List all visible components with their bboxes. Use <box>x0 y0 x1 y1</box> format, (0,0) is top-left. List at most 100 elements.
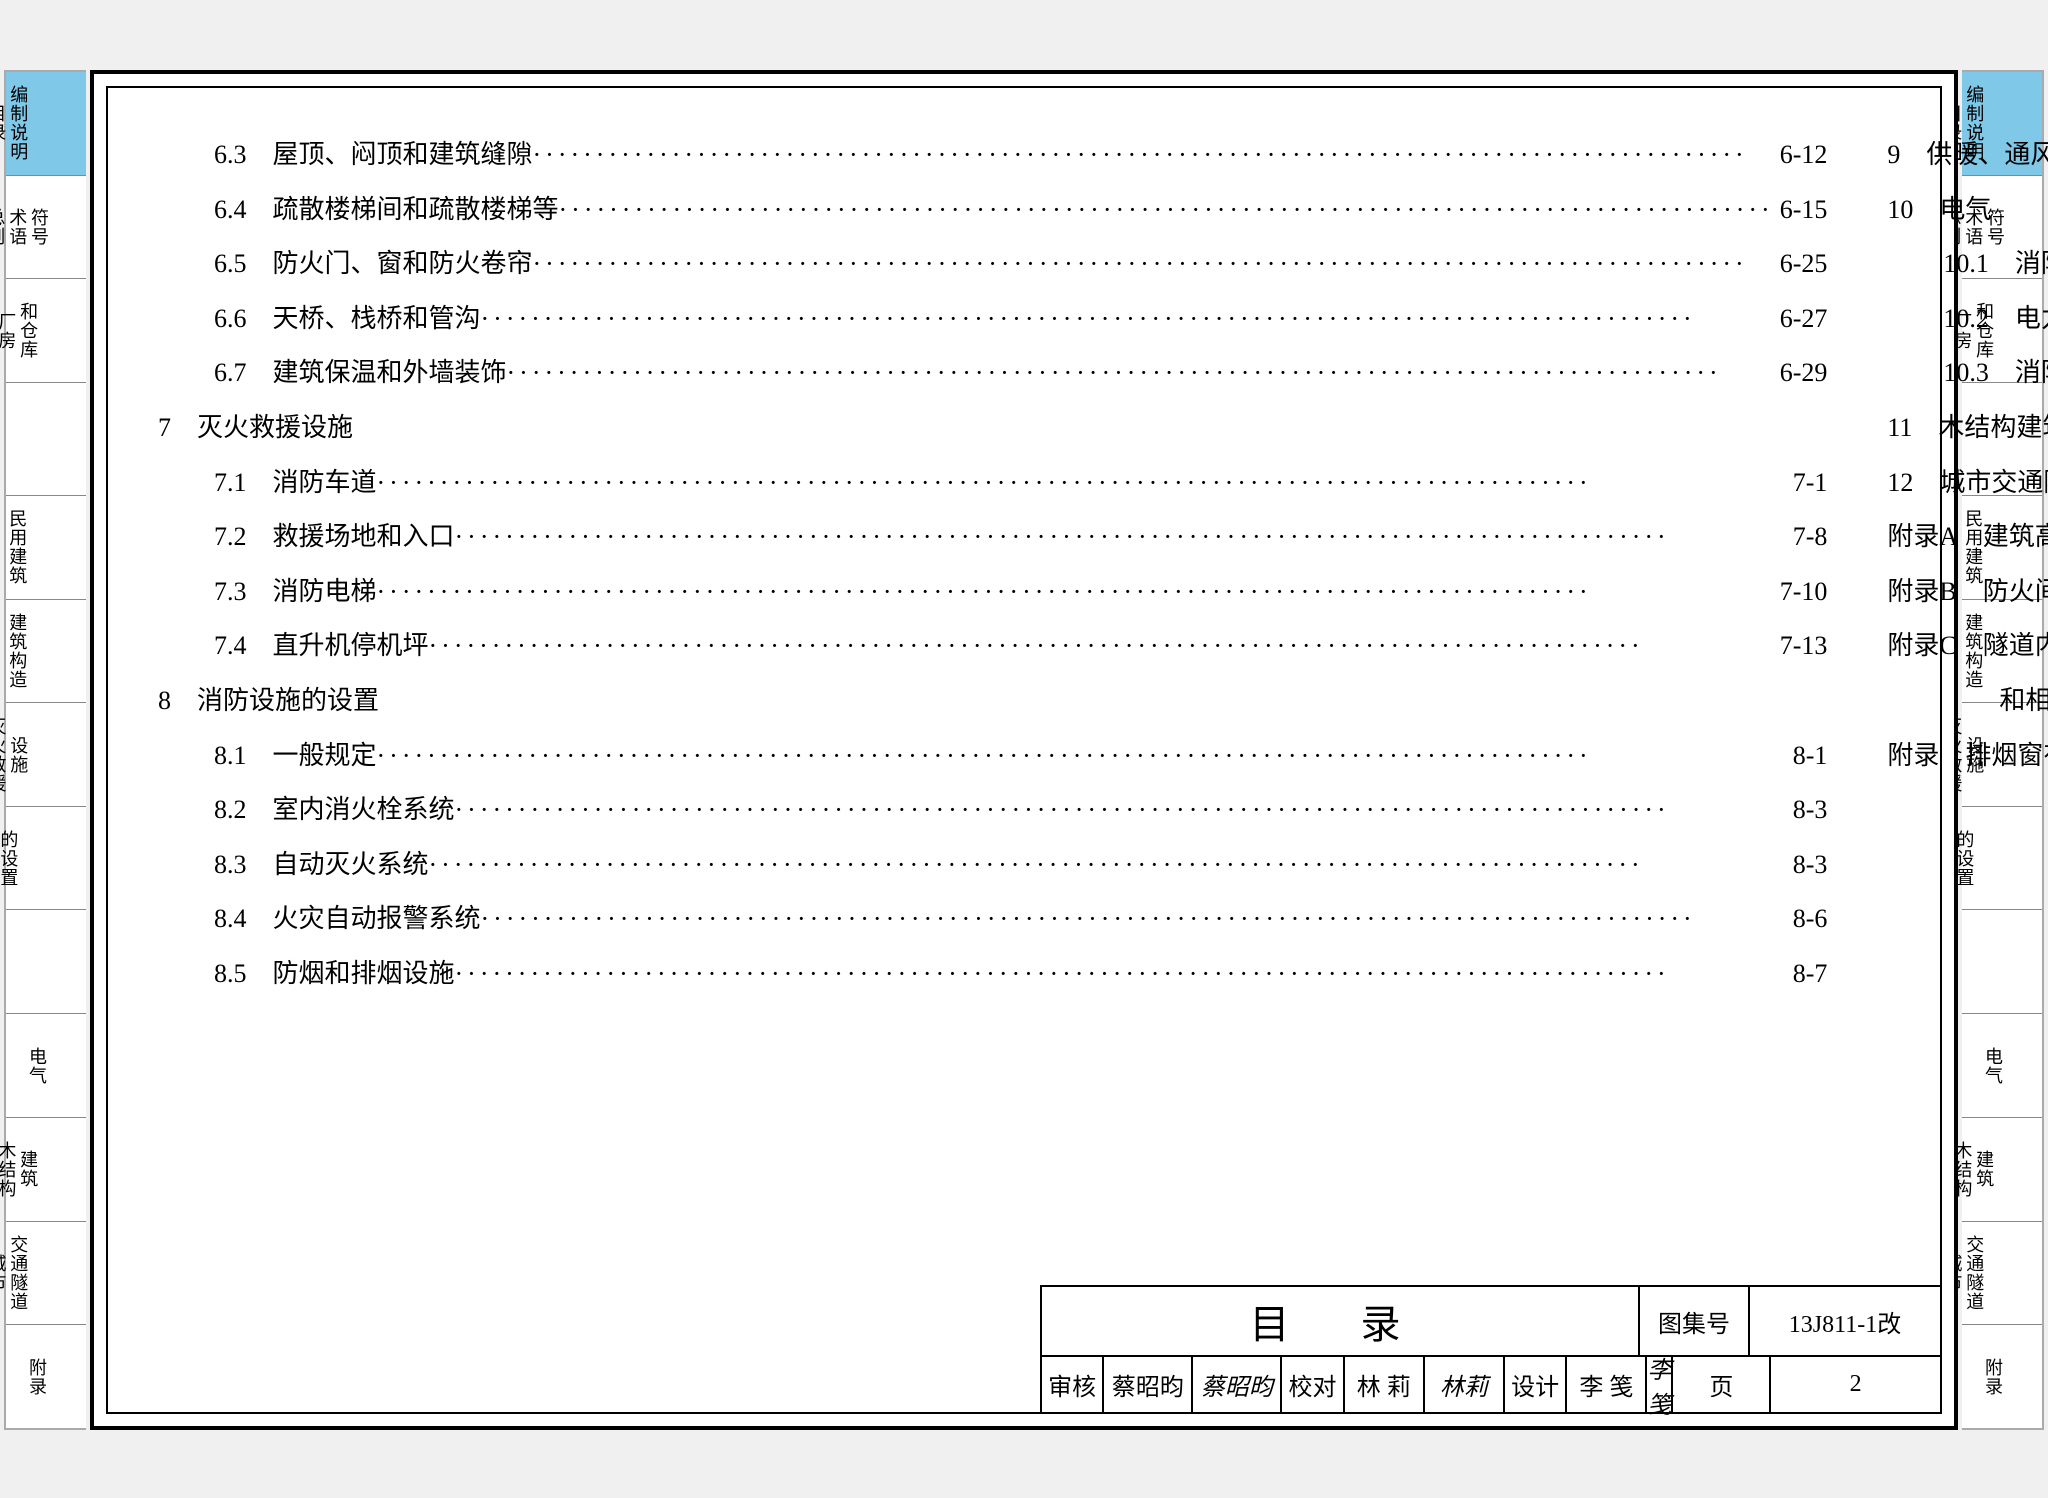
tab-label: 总则 <box>0 208 4 246</box>
toc-entry-page: 6-25 <box>1774 237 1828 292</box>
toc-content: 6.3 屋顶、闷顶和建筑缝隙 6-126.4 疏散楼梯间和疏散楼梯等6-156.5… <box>158 128 1890 1262</box>
toc-entry-page: 7-10 <box>1774 565 1828 620</box>
leader-dots <box>377 565 1774 620</box>
toc-entry-label: 附录C 隧道内承重结构的耐火极限试验升温曲线 <box>1887 619 2048 674</box>
section-tab[interactable]: 供暖、通风和空气调节 <box>6 910 86 1014</box>
toc-entry: 附录C 隧道内承重结构的耐火极限试验升温曲线 <box>1887 619 2048 674</box>
toc-entry-label: 6.7 建筑保温和外墙装饰 <box>214 346 507 401</box>
leader-dots <box>481 292 1774 347</box>
toc-entry-label: 8.1 一般规定 <box>214 729 377 784</box>
toc-entry: 6.6 天桥、栈桥和管沟 6-27 <box>158 292 1827 347</box>
atlas-label: 图集号 <box>1640 1287 1750 1357</box>
toc-entry: 7 灭火救援设施 <box>158 401 1827 456</box>
left-tab-strip: 目录编制说明总则术语符号厂房和仓库甲、乙、丙类液体气体储罐(区)和可燃材料堆场民… <box>4 70 86 1430</box>
tab-label: 符号 <box>28 208 48 246</box>
toc-entry-page: 8-7 <box>1787 947 1828 1002</box>
section-tab[interactable]: 城市交通隧道 <box>6 1222 86 1326</box>
leader-dots <box>377 456 1787 511</box>
designer: 李 笺 <box>1567 1357 1647 1412</box>
page-frame: 6.3 屋顶、闷顶和建筑缝隙 6-126.4 疏散楼梯间和疏散楼梯等6-156.5… <box>90 70 1958 1430</box>
checker-sig: 林莉 <box>1425 1357 1505 1412</box>
toc-entry: 6.3 屋顶、闷顶和建筑缝隙 6-12 <box>158 128 1827 183</box>
leader-dots <box>455 783 1787 838</box>
tab-label: 厂房 <box>0 302 15 359</box>
toc-entry: 8.1 一般规定 8-1 <box>158 729 1827 784</box>
toc-entry: 8.4 火灾自动报警系统8-6 <box>158 892 1827 947</box>
section-tab[interactable]: 甲、乙、丙类液体气体储罐(区)和可燃材料堆场 <box>6 383 86 496</box>
toc-entry-label: 11 木结构建筑 <box>1887 401 2048 456</box>
toc-entry: 7.3 消防电梯 7-10 <box>158 565 1827 620</box>
leader-dots <box>533 237 1774 292</box>
toc-entry-label: 8.2 室内消火栓系统 <box>214 783 455 838</box>
toc-entry: 附录 排烟窗有效面积计算方法FL-6 <box>1887 729 2048 784</box>
tab-label: 建筑 <box>17 1141 37 1198</box>
title-block: 目 录 图集号 13J811-1改 审核 蔡昭昀 蔡昭昀 校对 林 莉 林莉 设… <box>1040 1285 1940 1412</box>
toc-entry-page: 8-1 <box>1787 729 1828 784</box>
reviewer: 蔡昭昀 <box>1104 1357 1193 1412</box>
tab-label: 交通隧道 <box>7 1235 27 1311</box>
toc-entry-label: 6.6 天桥、栈桥和管沟 <box>214 292 481 347</box>
toc-entry-page: 7-13 <box>1774 619 1828 674</box>
toc-entry: 8.2 室内消火栓系统8-3 <box>158 783 1827 838</box>
toc-entry-page: 6-12 <box>1774 128 1828 183</box>
toc-entry: 和相应的判定标准FL-5 <box>1887 674 2048 729</box>
section-tab[interactable]: 总则术语符号 <box>6 176 86 280</box>
leader-dots <box>455 947 1787 1002</box>
tab-label: 和仓库 <box>17 302 37 359</box>
tab-label: 的设置 <box>0 820 17 896</box>
section-tab[interactable]: 民用建筑 <box>6 496 86 600</box>
section-tab[interactable]: 厂房和仓库 <box>6 279 86 383</box>
doc-title: 目 录 <box>1042 1287 1640 1357</box>
tab-label: 编制说明 <box>7 85 27 161</box>
page-label: 页 <box>1673 1357 1771 1412</box>
section-tab[interactable]: 附录 <box>6 1325 86 1428</box>
tab-label: 电气 <box>26 1047 46 1085</box>
toc-entry: 7.4 直升机停机坪7-13 <box>158 619 1827 674</box>
toc-entry-label: 附录 排烟窗有效面积计算方法 <box>1887 729 2048 784</box>
toc-entry-page: 6-29 <box>1774 346 1828 401</box>
check-label: 校对 <box>1282 1357 1344 1412</box>
toc-entry-label: 8.5 防烟和排烟设施 <box>214 947 455 1002</box>
page-no: 2 <box>1771 1357 1940 1412</box>
toc-entry-page: 6-27 <box>1774 292 1828 347</box>
toc-entry-label: 8.3 自动灭火系统 <box>214 838 429 893</box>
toc-entry: 10.3 消防应急照明和疏散指示标志10-3 <box>1887 346 2048 401</box>
toc-entry-label: 和相应的判定标准 <box>1999 674 2048 729</box>
tab-label: 木结构 <box>0 1141 15 1198</box>
toc-entry-label: 12 城市交通隧道 <box>1887 456 2048 511</box>
toc-entry: 6.5 防火门、窗和防火卷帘 6-25 <box>158 237 1827 292</box>
toc-entry: 10.1 消防电源及其配电10-1 <box>1887 237 2048 292</box>
section-tab[interactable]: 灭火救援设施 <box>6 703 86 807</box>
toc-entry-label: 6.3 屋顶、闷顶和建筑缝隙 <box>214 128 533 183</box>
section-tab[interactable]: 目录编制说明 <box>6 72 86 176</box>
section-tab[interactable]: 消防设施的设置 <box>6 807 86 911</box>
tab-label: 附录 <box>1982 1358 2002 1396</box>
toc-entry-label: 10.1 消防电源及其配电 <box>1943 237 2048 292</box>
toc-entry: 附录B 防火间距的计算方法FL-4 <box>1887 565 2048 620</box>
tab-label: 建筑构造 <box>6 613 26 689</box>
design-label: 设计 <box>1505 1357 1567 1412</box>
leader-dots <box>481 892 1787 947</box>
toc-entry-label: 6.5 防火门、窗和防火卷帘 <box>214 237 533 292</box>
toc-entry-label: 附录B 防火间距的计算方法 <box>1887 565 2048 620</box>
toc-entry-label: 7.3 消防电梯 <box>214 565 377 620</box>
toc-column-right: 9 供暖、通风和空气调节9-110 电气10.1 消防电源及其配电10-110.… <box>1887 128 2048 1262</box>
toc-entry-page: 6-15 <box>1774 183 1828 238</box>
section-tab[interactable]: 电气 <box>6 1014 86 1118</box>
section-tab[interactable]: 附录 <box>1962 1325 2042 1428</box>
toc-entry: 6.4 疏散楼梯间和疏散楼梯等6-15 <box>158 183 1827 238</box>
toc-entry: 附录A 建筑高度和建筑层数的计算方法FL-1 <box>1887 510 2048 565</box>
leader-dots <box>455 510 1787 565</box>
tab-label: 附录 <box>26 1358 46 1396</box>
tab-label: 术语 <box>6 208 26 246</box>
leader-dots <box>507 346 1774 401</box>
toc-entry-page: 7-8 <box>1787 510 1828 565</box>
toc-entry-label: 7.2 救援场地和入口 <box>214 510 455 565</box>
toc-entry: 12 城市交通隧道12-1 <box>1887 456 2048 511</box>
toc-entry: 6.7 建筑保温和外墙装饰 6-29 <box>158 346 1827 401</box>
section-tab[interactable]: 建筑构造 <box>6 600 86 704</box>
designer-sig: 李笺 <box>1647 1357 1673 1412</box>
tab-label: 民用建筑 <box>6 509 26 585</box>
section-tab[interactable]: 木结构建筑 <box>6 1118 86 1222</box>
tab-label: 灭火救援 <box>0 717 5 793</box>
